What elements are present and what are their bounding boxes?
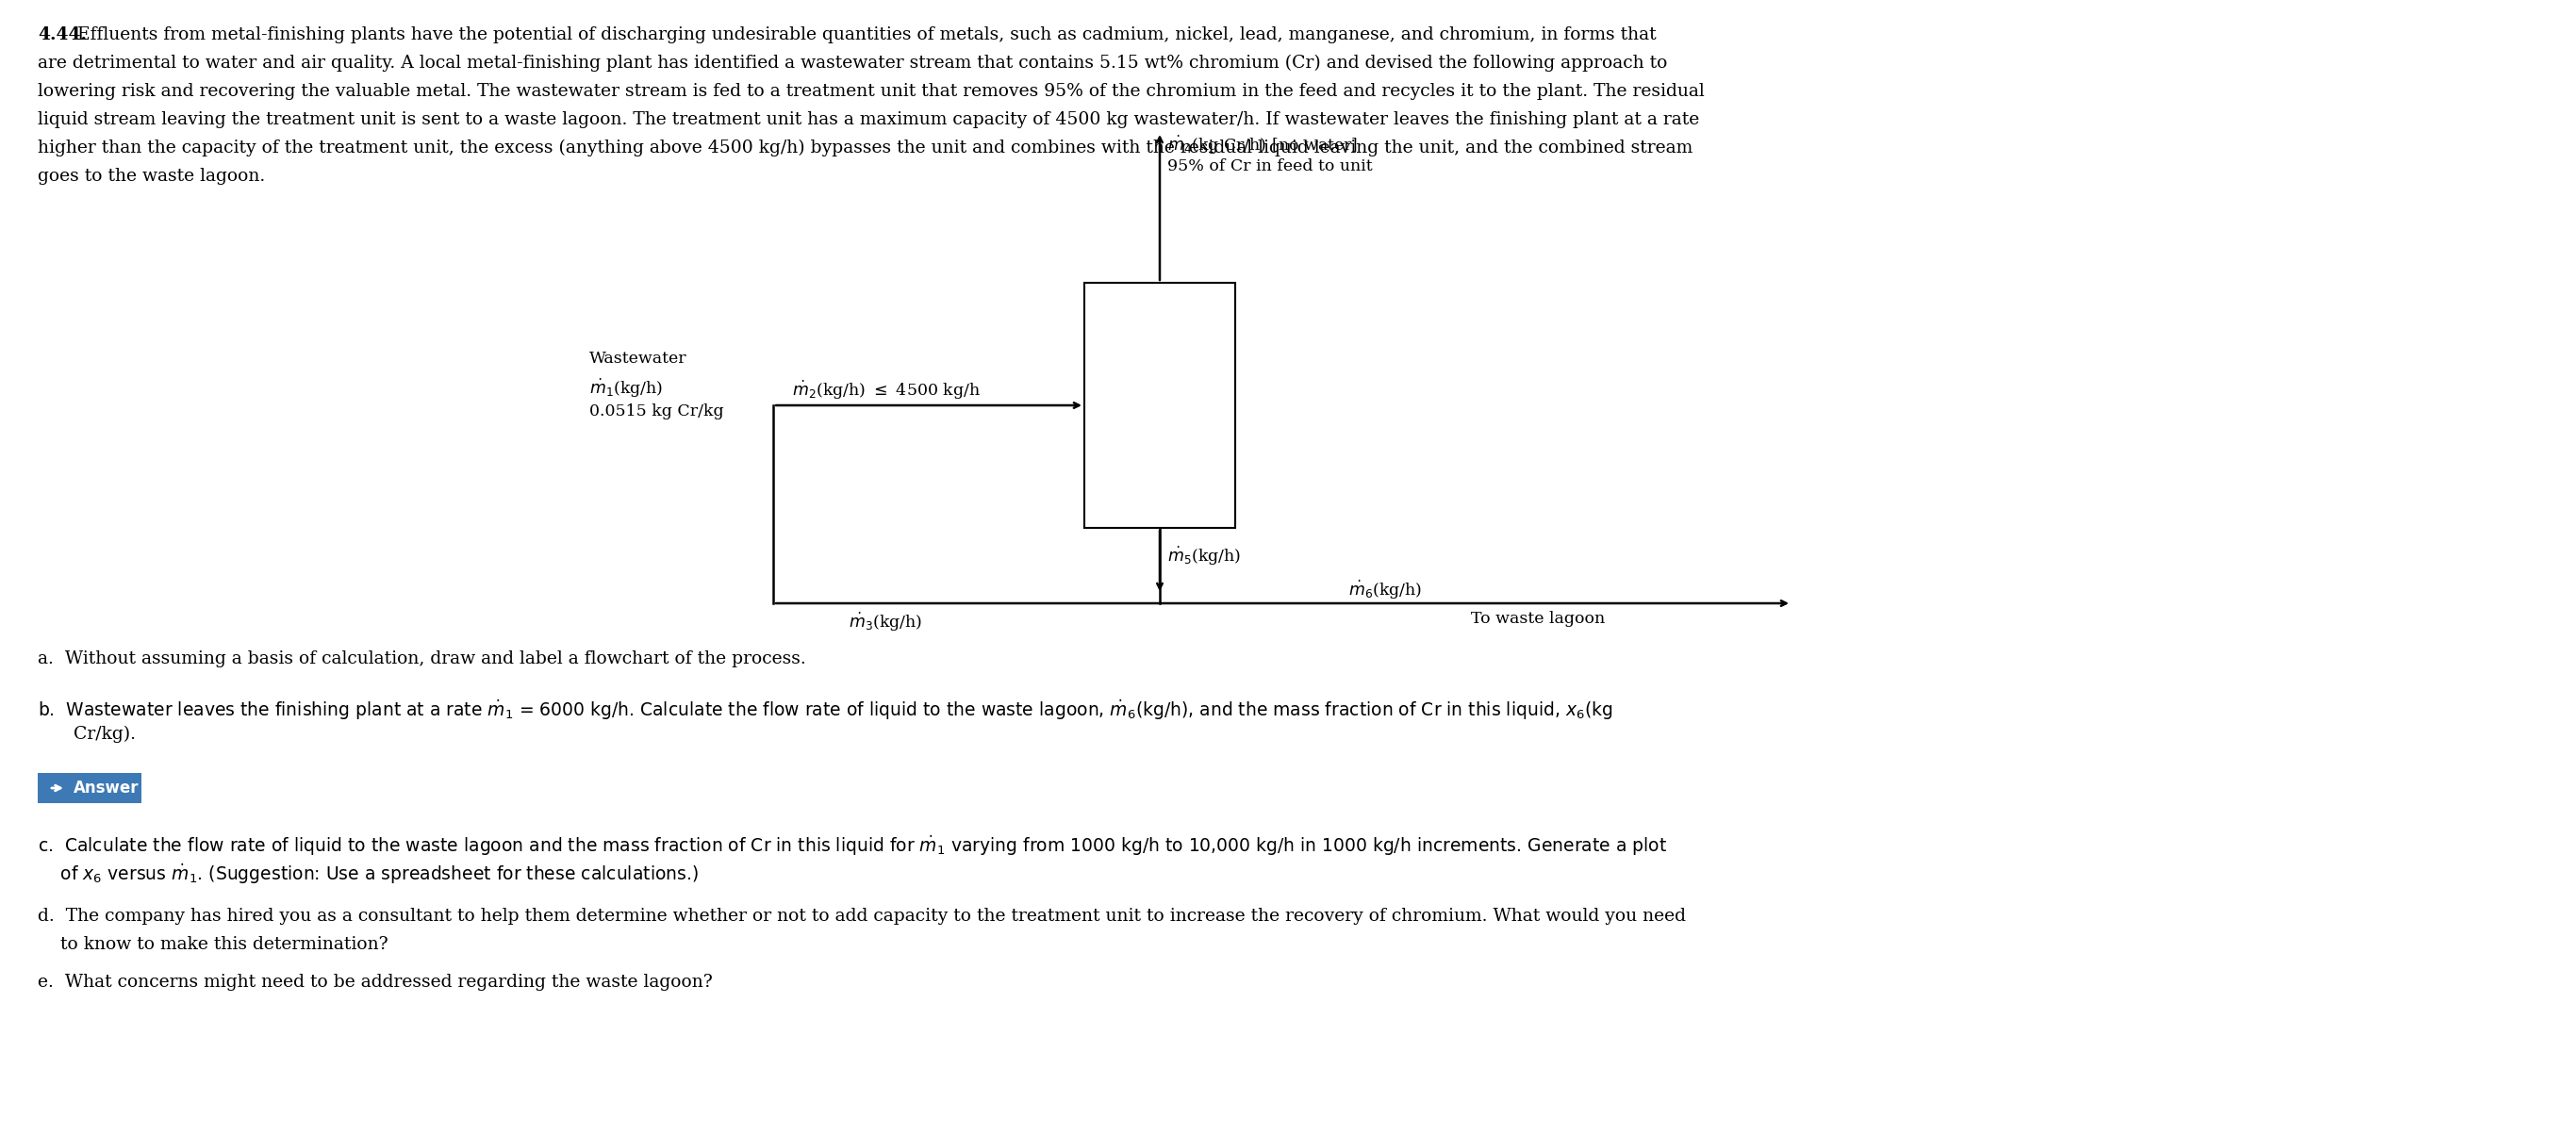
Text: $\dot{m}_6$(kg/h): $\dot{m}_6$(kg/h): [1347, 578, 1422, 602]
Bar: [39, 773, 142, 803]
Text: goes to the waste lagoon.: goes to the waste lagoon.: [39, 168, 265, 185]
Text: liquid stream leaving the treatment unit is sent to a waste lagoon. The treatmen: liquid stream leaving the treatment unit…: [39, 111, 1700, 128]
Text: Wastewater: Wastewater: [590, 350, 688, 366]
Text: b.  Wastewater leaves the finishing plant at a rate $\dot{m}_1$ = 6000 kg/h. Cal: b. Wastewater leaves the finishing plant…: [39, 697, 1613, 721]
Bar: [1084, 282, 1236, 528]
Text: to know to make this determination?: to know to make this determination?: [39, 936, 389, 953]
Text: To waste lagoon: To waste lagoon: [1471, 611, 1605, 627]
Text: $\dot{m}_2$(kg/h) $\leq$ 4500 kg/h: $\dot{m}_2$(kg/h) $\leq$ 4500 kg/h: [791, 379, 981, 401]
Text: $\dot{m}_5$(kg/h): $\dot{m}_5$(kg/h): [1167, 544, 1242, 568]
Text: 95% of Cr in feed to unit: 95% of Cr in feed to unit: [1167, 159, 1373, 175]
Text: Effluents from metal-finishing plants have the potential of discharging undesira: Effluents from metal-finishing plants ha…: [77, 26, 1656, 43]
Text: $\dot{m}_4$(kg Cr/h) [no water]: $\dot{m}_4$(kg Cr/h) [no water]: [1167, 134, 1358, 156]
Text: 4.44.: 4.44.: [39, 26, 88, 43]
Text: d.  The company has hired you as a consultant to help them determine whether or : d. The company has hired you as a consul…: [39, 907, 1685, 924]
Text: 0.0515 kg Cr/kg: 0.0515 kg Cr/kg: [590, 404, 724, 420]
Text: $\dot{m}_3$(kg/h): $\dot{m}_3$(kg/h): [848, 611, 922, 634]
Text: are detrimental to water and air quality. A local metal-finishing plant has iden: are detrimental to water and air quality…: [39, 54, 1667, 71]
Text: e.  What concerns might need to be addressed regarding the waste lagoon?: e. What concerns might need to be addres…: [39, 974, 714, 991]
Text: Answer: Answer: [75, 779, 139, 796]
Text: $\dot{m}_1$(kg/h): $\dot{m}_1$(kg/h): [590, 378, 662, 400]
Text: higher than the capacity of the treatment unit, the excess (anything above 4500 : higher than the capacity of the treatmen…: [39, 139, 1692, 156]
Text: Cr/kg).: Cr/kg).: [75, 726, 137, 743]
Text: of $x_6$ versus $\dot{m}_1$. (Suggestion: Use a spreadsheet for these calculatio: of $x_6$ versus $\dot{m}_1$. (Suggestion…: [39, 863, 698, 887]
Text: lowering risk and recovering the valuable metal. The wastewater stream is fed to: lowering risk and recovering the valuabl…: [39, 83, 1705, 100]
Text: c.  Calculate the flow rate of liquid to the waste lagoon and the mass fraction : c. Calculate the flow rate of liquid to …: [39, 835, 1667, 858]
Text: a.  Without assuming a basis of calculation, draw and label a flowchart of the p: a. Without assuming a basis of calculati…: [39, 651, 806, 668]
